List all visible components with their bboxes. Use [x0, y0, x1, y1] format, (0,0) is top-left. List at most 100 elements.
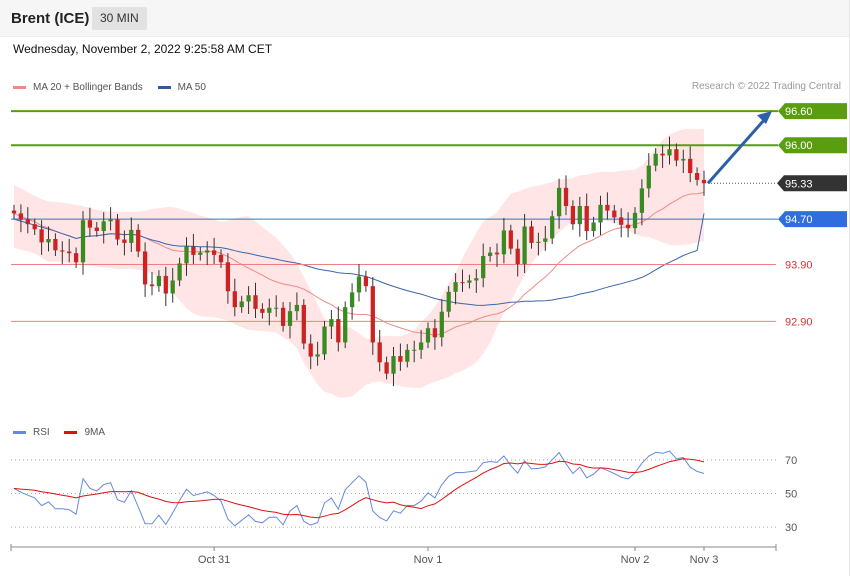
rsi-line [13, 450, 705, 527]
level-badge-2 [777, 175, 847, 192]
legend-label-rsi: RSI [33, 427, 50, 438]
candle-body [439, 311, 444, 338]
candle-body [205, 250, 210, 253]
candle-body [274, 307, 279, 309]
candle-body [536, 241, 541, 243]
candle-body [198, 252, 203, 255]
candle-body [474, 278, 479, 281]
candle-body [336, 319, 341, 343]
candle-body [598, 204, 603, 223]
candle-body [329, 319, 334, 327]
candle-body [577, 206, 582, 225]
legend-swatch-9ma [64, 431, 78, 434]
projection-arrow [706, 119, 766, 185]
candle-body [453, 282, 458, 292]
level-label-2: 95.33 [785, 178, 813, 190]
candle-body [432, 328, 438, 338]
rsi-tick-label: 50 [785, 489, 797, 501]
candle-body [170, 280, 175, 294]
timeframe-button[interactable]: 30 MIN [92, 7, 147, 30]
candle-body [446, 291, 451, 312]
candle-body [370, 286, 375, 343]
candle-body [191, 246, 196, 255]
candle-body [377, 342, 382, 363]
candle-body [584, 206, 589, 232]
candle-body [87, 220, 93, 228]
candle-body [612, 210, 617, 218]
candle-body [122, 239, 127, 243]
candle-body [418, 342, 424, 350]
candle-body [136, 229, 141, 252]
candle-body [232, 291, 237, 308]
candle-body [73, 253, 79, 263]
candle-body [467, 280, 472, 283]
candle-body [625, 224, 631, 229]
candle-body [391, 356, 396, 374]
level-label-3: 94.70 [785, 214, 813, 226]
candle-body [384, 362, 389, 374]
candle-body [356, 276, 362, 293]
level-badge-1 [778, 137, 847, 154]
candle-body [46, 238, 51, 243]
candle-body [639, 188, 645, 213]
candle-body [398, 356, 403, 362]
legend-item-rsi: RSI [13, 427, 50, 438]
candle-body [522, 226, 527, 264]
candle-body [156, 275, 162, 287]
legend-label-ma20: MA 20 + Bollinger Bands [33, 82, 143, 93]
candle-body [142, 251, 148, 285]
candle-body [246, 295, 251, 302]
candle-body [570, 206, 576, 225]
candle-body [460, 282, 465, 284]
candle-body [529, 226, 534, 243]
candle-body [101, 221, 106, 232]
candle-body [425, 328, 431, 343]
candle-body [349, 292, 355, 308]
candle-body [67, 251, 72, 254]
candle-body [646, 165, 651, 189]
candle-body [280, 307, 286, 326]
level-label-5: 92.90 [785, 316, 813, 328]
candle-body [287, 311, 293, 326]
candle-body [218, 254, 224, 263]
candle-body [405, 349, 410, 362]
candle-body [515, 248, 520, 264]
candle-body [184, 246, 189, 264]
level-label-1: 96.00 [785, 140, 813, 152]
candle-body [294, 304, 300, 312]
candle-body [301, 304, 306, 344]
timestamp: Wednesday, November 2, 2022 9:25:58 AM C… [13, 42, 273, 56]
candle-body [591, 222, 596, 232]
candle-body [412, 349, 417, 351]
candle-body [563, 187, 569, 207]
rsi-tick-label: 30 [785, 522, 797, 534]
chart-header: Brent (ICE) 30 MIN [0, 0, 850, 37]
legend-swatch-rsi [13, 431, 26, 434]
rsi-legend: RSI 9MA [13, 426, 117, 438]
candle-body [315, 354, 320, 357]
candle-body [550, 216, 555, 239]
legend-swatch-ma20 [13, 86, 26, 89]
candle-body [60, 250, 65, 252]
projection-arrowhead [757, 111, 772, 125]
candle-body [260, 308, 265, 313]
legend-label-9ma: 9MA [84, 427, 106, 438]
candle-body [239, 301, 244, 308]
rsi-tick-label: 70 [785, 455, 797, 467]
instrument-title: Brent (ICE) [11, 10, 90, 27]
candle-body [543, 238, 548, 242]
candle-body [481, 256, 486, 279]
candle-body [115, 219, 120, 240]
candle-body [308, 343, 313, 357]
legend-item-ma20: MA 20 + Bollinger Bands [13, 82, 143, 93]
candle-body [53, 238, 58, 251]
candle-body [108, 219, 113, 222]
x-tick-label-1: Nov 1 [414, 554, 443, 566]
level-badge-0 [778, 103, 847, 120]
bollinger-band [14, 128, 704, 398]
main-legend: MA 20 + Bollinger Bands MA 50 [13, 81, 218, 93]
candle-body [701, 179, 707, 184]
candle-body [494, 252, 500, 255]
candle-body [94, 227, 99, 232]
